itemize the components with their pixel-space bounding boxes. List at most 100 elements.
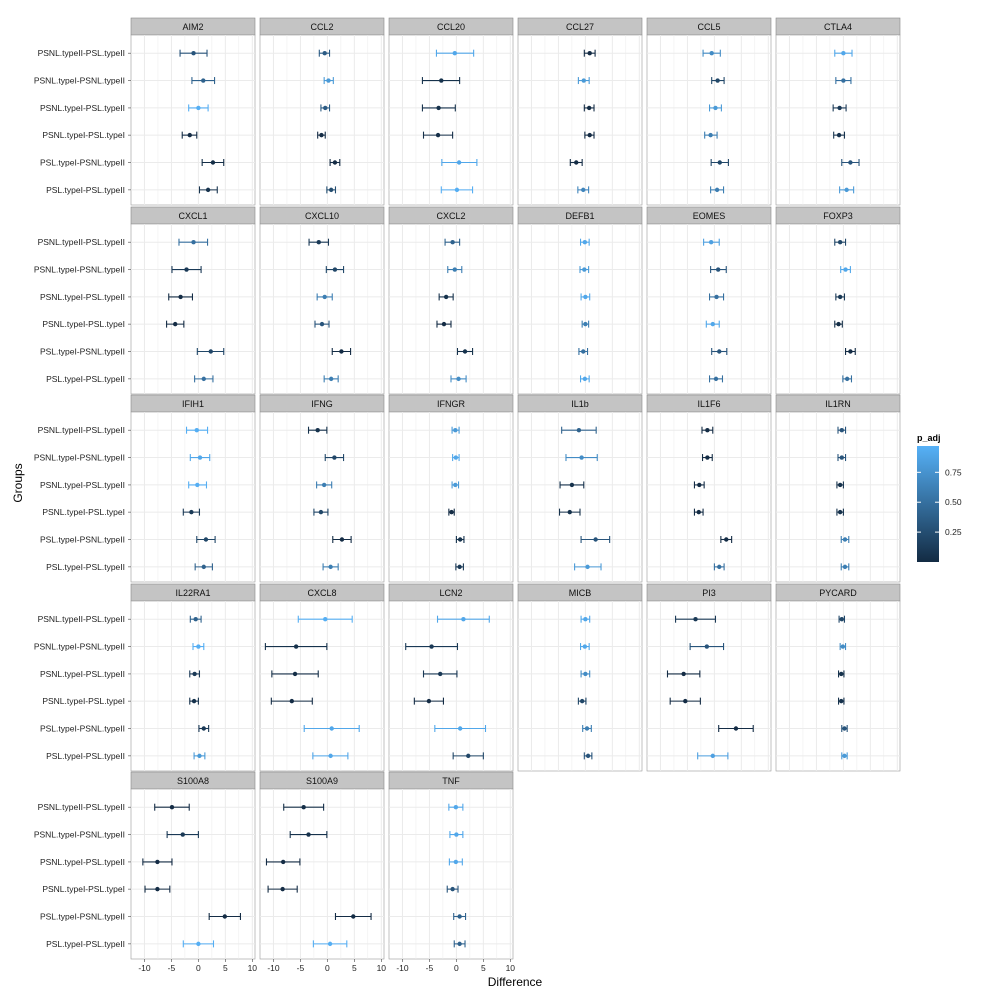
error-bar (583, 49, 596, 57)
x-tick-label: 5 (481, 963, 486, 973)
estimate-point (316, 239, 321, 245)
estimate-point (292, 671, 298, 677)
error-bar (561, 426, 597, 434)
error-bar (422, 131, 454, 139)
error-bar (452, 752, 484, 760)
error-bar (324, 454, 345, 462)
estimate-point (189, 509, 194, 515)
estimate-point (844, 187, 849, 193)
gridlines (131, 412, 255, 582)
x-tick-label: -10 (138, 963, 151, 973)
estimate-point (574, 160, 579, 165)
error-bar (448, 858, 463, 866)
error-bar (840, 563, 850, 571)
error-bar (689, 643, 725, 651)
error-bar (440, 186, 474, 194)
error-bar (447, 266, 463, 274)
y-tick-label: PSNL.typeI-PSNL.typeII (34, 76, 125, 86)
error-bar (332, 536, 352, 543)
estimate-point (169, 804, 175, 810)
error-bar (837, 426, 847, 434)
legend-tick-label: 0.25 (945, 527, 962, 537)
error-bar (312, 940, 348, 948)
error-bar (693, 508, 704, 516)
estimate-point (708, 132, 713, 138)
x-tick-label: 0 (325, 963, 330, 973)
estimate-point (454, 832, 459, 837)
estimate-point (844, 376, 850, 382)
error-bar (452, 454, 460, 462)
estimate-point (569, 482, 575, 488)
estimate-point (456, 376, 461, 382)
estimate-point (842, 726, 847, 731)
estimate-point (191, 698, 197, 704)
error-bar (422, 670, 458, 678)
error-bar (448, 803, 464, 811)
estimate-point (576, 427, 582, 433)
error-bar (182, 508, 201, 516)
estimate-point (453, 482, 458, 488)
error-bar (577, 77, 590, 85)
facet-label: AIM2 (182, 22, 203, 32)
estimate-point (696, 509, 701, 515)
error-bar (189, 615, 202, 623)
facet-panel-ifih1: IFIH1 PSNL.typeII-PSL.typeII PSNL.typeI-PS… (34, 394, 256, 583)
error-bar (271, 670, 319, 678)
estimate-point (293, 644, 299, 649)
y-tick-label: PSL.typeI-PSL.typeII (46, 751, 125, 761)
error-bar (583, 104, 595, 112)
facet-panel-tnf: TNF -10 -5 0 5 10 (388, 771, 515, 973)
estimate-point (841, 78, 846, 83)
error-bar (194, 563, 213, 571)
facet-label: IL1RN (825, 399, 851, 409)
gridlines (776, 35, 900, 205)
estimate-point (326, 78, 331, 83)
facet-label: PYCARD (819, 588, 857, 598)
facet-label: IL22RA1 (175, 588, 210, 598)
error-bar (323, 77, 334, 85)
estimate-point (210, 160, 216, 165)
facet-label: LCN2 (439, 588, 462, 598)
y-tick-label: PSNL.typeI-PSL.typeII (40, 857, 125, 867)
facet-label: IFNG (311, 399, 333, 409)
x-tick-label: 0 (196, 963, 201, 973)
error-bar (835, 293, 846, 301)
facet-label: IL1b (571, 399, 589, 409)
facet-panel-ccl27: CCL27 (517, 17, 643, 206)
panel-background (130, 788, 256, 960)
error-bar (574, 563, 602, 571)
facet-label: CXCL10 (305, 211, 339, 221)
error-bar (317, 131, 326, 139)
estimate-point (585, 564, 590, 570)
facet-panel-il1b: IL1b (517, 394, 643, 583)
error-bar (835, 77, 852, 85)
error-bar (171, 266, 202, 274)
error-bar (701, 426, 714, 434)
estimate-point (837, 482, 843, 488)
error-bar (270, 697, 313, 705)
facet-panel-pycard: PYCARD (775, 583, 901, 772)
panel-background (130, 600, 256, 772)
panel-background (388, 788, 514, 960)
estimate-point (839, 455, 844, 460)
legend-colorbar (917, 446, 939, 562)
estimate-point (581, 349, 586, 354)
estimate-point (203, 537, 209, 542)
estimate-point (328, 564, 333, 570)
y-tick-label: PSNL.typeI-PSL.typeI (42, 884, 125, 894)
error-bar (836, 508, 844, 516)
panel-background (646, 411, 772, 583)
estimate-point (717, 349, 722, 354)
estimate-point (196, 941, 201, 947)
error-bar (189, 670, 201, 678)
error-bar (297, 615, 353, 623)
error-bar (666, 670, 701, 678)
error-bar (265, 858, 301, 866)
estimate-point (351, 914, 356, 919)
estimate-point (328, 753, 333, 759)
y-tick-label: PSNL.typeII-PSL.typeII (38, 614, 125, 624)
y-tick-label: PSL.typeI-PSNL.typeII (40, 724, 125, 734)
error-bar (451, 426, 460, 434)
estimate-point (583, 671, 588, 677)
facet-panel-pi3: PI3 (646, 583, 772, 772)
